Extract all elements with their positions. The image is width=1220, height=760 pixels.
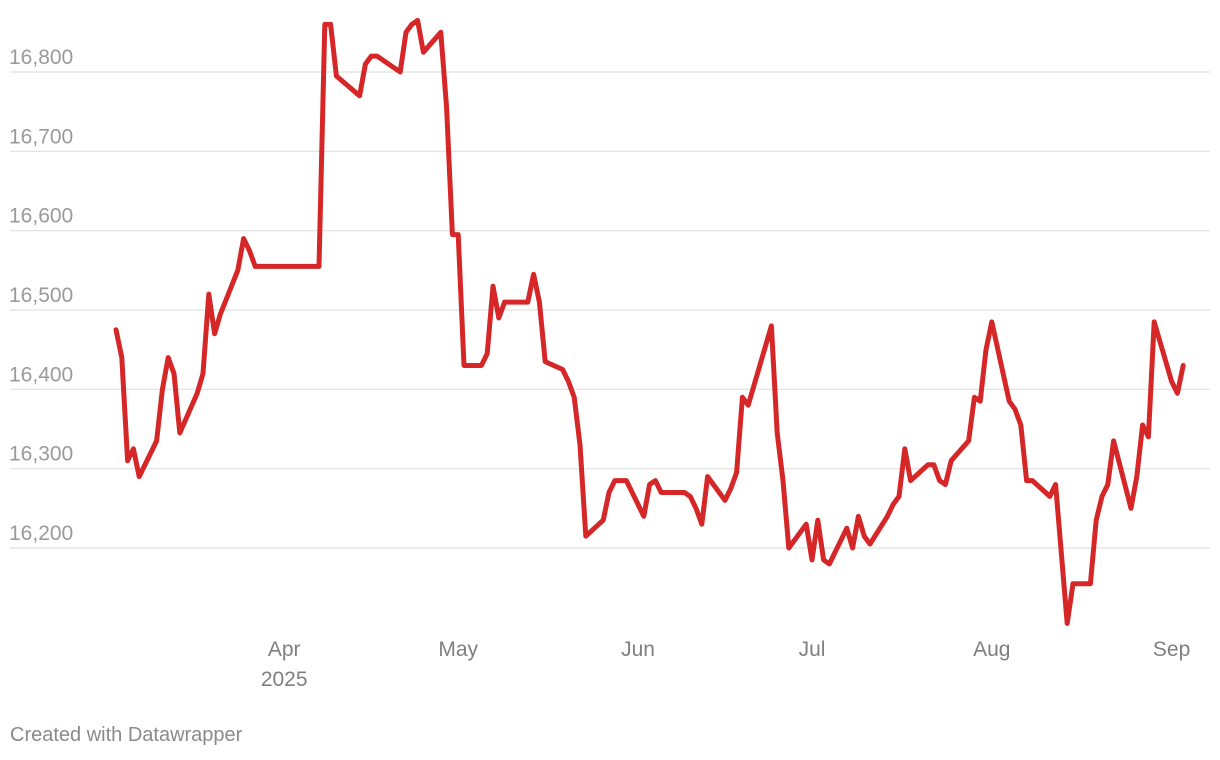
y-tick-label-16200: 16,200: [9, 522, 73, 545]
y-tick-label-16700: 16,700: [9, 125, 73, 148]
x-tick-label-aug: Aug: [973, 638, 1010, 661]
y-tick-label-16800: 16,800: [9, 46, 73, 69]
y-tick-label-16500: 16,500: [9, 284, 73, 307]
y-tick-label-16600: 16,600: [9, 205, 73, 228]
series-line-0: [113, 17, 1186, 626]
y-tick-label-16300: 16,300: [9, 443, 73, 466]
y-axis-tick-labels: 16,200 16,300 16,400 16,500 16,600 16,700 16,8…: [9, 46, 73, 545]
gridlines: [10, 71, 1210, 549]
x-tick-label-apr: Apr: [268, 638, 301, 661]
x-tick-label-sep: Sep: [1153, 638, 1190, 661]
x-tick-sublabel-year: 2025: [261, 668, 308, 691]
datawrapper-credit[interactable]: Created with Datawrapper: [10, 724, 243, 746]
x-tick-label-jul: Jul: [799, 638, 826, 661]
x-tick-label-may: May: [438, 638, 478, 661]
series-layer: [113, 17, 1186, 626]
y-tick-label-16400: 16,400: [9, 363, 73, 386]
x-tick-label-jun: Jun: [621, 638, 655, 661]
x-axis-tick-labels: Apr 2025 May Jun Jul Aug Sep: [261, 638, 1190, 691]
